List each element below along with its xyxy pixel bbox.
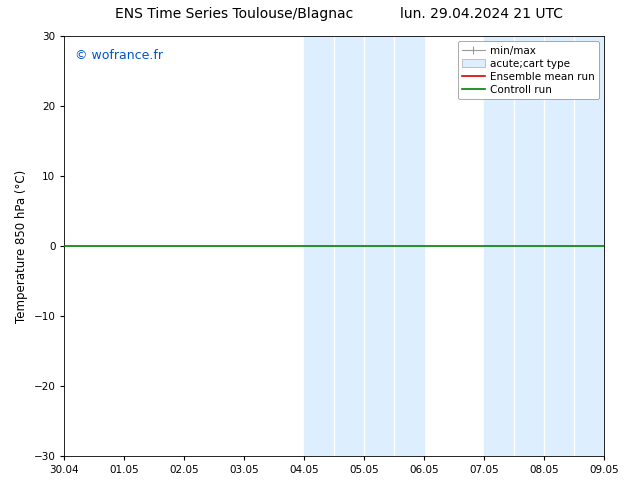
Legend: min/max, acute;cart type, Ensemble mean run, Controll run: min/max, acute;cart type, Ensemble mean … xyxy=(458,41,599,99)
Text: ENS Time Series Toulouse/Blagnac: ENS Time Series Toulouse/Blagnac xyxy=(115,7,354,22)
Text: © wofrance.fr: © wofrance.fr xyxy=(75,49,163,62)
Bar xyxy=(304,36,424,456)
Text: lun. 29.04.2024 21 UTC: lun. 29.04.2024 21 UTC xyxy=(400,7,564,22)
Bar xyxy=(484,36,604,456)
Y-axis label: Temperature 850 hPa (°C): Temperature 850 hPa (°C) xyxy=(15,170,28,323)
